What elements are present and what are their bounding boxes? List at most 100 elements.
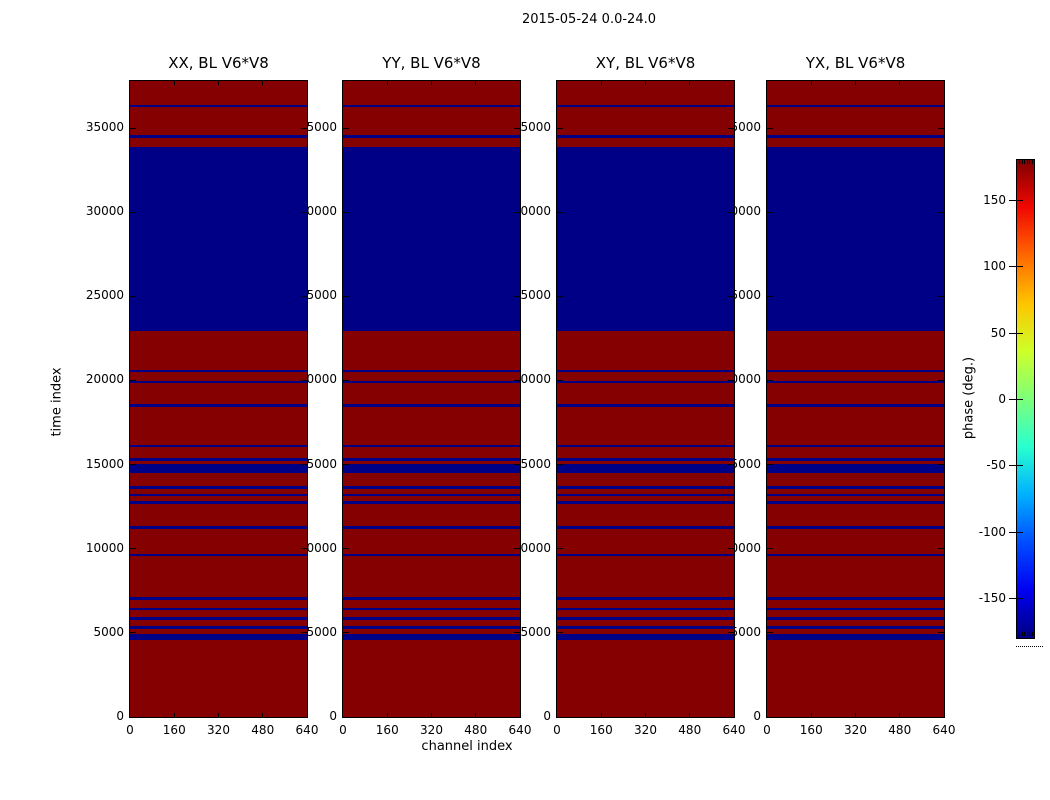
phase-band: [130, 597, 307, 600]
phase-band: [343, 458, 520, 461]
tick-mark: [173, 713, 175, 717]
colorbar-tick-label: 100: [983, 259, 1006, 274]
phase-band: [343, 607, 520, 611]
tick-mark: [301, 379, 307, 381]
tick-mark: [343, 632, 349, 634]
colorbar-minor-tick: [1031, 160, 1033, 164]
tick-mark: [514, 632, 520, 634]
heatmap-panel-xy: [556, 80, 735, 718]
tick-mark: [767, 127, 773, 129]
y-tick-label: 15000: [85, 456, 124, 471]
tick-mark: [557, 632, 563, 634]
phase-band: [343, 617, 520, 620]
heatmap-panel-yx: [766, 80, 945, 718]
tick-mark: [130, 295, 136, 297]
y-tick-label: 0: [329, 709, 337, 723]
tick-mark: [514, 464, 520, 466]
colorbar-minor-tick: [1019, 160, 1020, 164]
tick-mark: [557, 548, 563, 550]
y-tick-label: 35000: [512, 120, 551, 135]
tick-mark: [431, 81, 432, 85]
phase-band: [557, 146, 734, 331]
colorbar-minor-tick: [1026, 160, 1028, 164]
tick-mark: [645, 81, 646, 85]
phase-band: [767, 463, 944, 474]
x-tick-label: 320: [420, 723, 443, 737]
phase-band: [557, 617, 734, 620]
tick-mark: [262, 81, 264, 85]
x-axis-label: channel index: [421, 739, 513, 754]
y-tick-label: 25000: [298, 288, 337, 303]
tick-mark: [728, 632, 734, 634]
tick-mark: [899, 81, 901, 85]
colorbar-tick-mark: [1009, 465, 1023, 467]
tick-mark: [130, 548, 136, 550]
tick-mark: [514, 716, 520, 717]
x-tick-label: 160: [799, 723, 823, 737]
phase-band: [767, 485, 944, 489]
phase-band: [130, 380, 307, 384]
phase-band: [767, 501, 944, 504]
y-tick-label: 30000: [85, 204, 124, 219]
phase-band: [343, 146, 520, 331]
tick-mark: [343, 127, 349, 129]
tick-mark: [557, 716, 563, 717]
y-tick-label: 10000: [512, 540, 551, 555]
tick-mark: [218, 81, 219, 85]
tick-mark: [514, 211, 520, 213]
y-tick-label: 5000: [306, 624, 337, 639]
tick-mark: [728, 211, 734, 213]
tick-mark: [728, 716, 734, 717]
panel-title: XY, BL V6*V8: [595, 54, 696, 72]
phase-band: [557, 501, 734, 504]
colorbar-minor-tick: [1021, 160, 1023, 164]
tick-mark: [767, 548, 773, 550]
phase-band: [767, 553, 944, 557]
phase-band: [130, 633, 307, 641]
x-tick-label: 0: [763, 723, 771, 737]
phase-band: [130, 617, 307, 620]
y-tick-label: 20000: [512, 372, 551, 387]
tick-mark: [475, 81, 477, 85]
heatmap-panel-yy: [342, 80, 521, 718]
phase-band: [343, 104, 520, 108]
tick-mark: [386, 713, 388, 717]
phase-band: [557, 135, 734, 138]
y-tick-label: 15000: [512, 456, 551, 471]
tick-mark: [728, 464, 734, 466]
tick-mark: [514, 548, 520, 550]
y-tick-label: 25000: [85, 288, 124, 303]
x-tick-label: 640: [722, 723, 746, 737]
tick-mark: [810, 713, 812, 717]
tick-mark: [938, 211, 944, 213]
phase-band: [557, 485, 734, 489]
tick-mark: [728, 127, 734, 129]
y-tick-label: 5000: [93, 624, 124, 639]
phase-band: [557, 607, 734, 611]
tick-mark: [514, 127, 520, 129]
tick-mark: [767, 211, 773, 213]
phase-band: [130, 404, 307, 407]
tick-mark: [938, 464, 944, 466]
phase-band: [343, 485, 520, 489]
y-axis-label: time index: [49, 367, 65, 437]
panel-title: YX, BL V6*V8: [805, 54, 906, 72]
tick-mark: [130, 632, 136, 634]
x-tick-label: 640: [932, 723, 956, 737]
phase-band: [130, 104, 307, 108]
phase-band: [343, 597, 520, 600]
phase-band: [557, 463, 734, 474]
phase-band: [343, 633, 520, 641]
phase-band: [130, 626, 307, 629]
y-tick-label: 30000: [298, 204, 337, 219]
phase-band: [130, 444, 307, 448]
tick-mark: [301, 295, 307, 297]
tick-mark: [645, 713, 646, 717]
colorbar-tick-label: -50: [986, 458, 1006, 473]
tick-mark: [301, 632, 307, 634]
tick-mark: [767, 632, 773, 634]
y-tick-label: 0: [543, 709, 551, 723]
phase-band: [767, 146, 944, 331]
x-tick-label: 480: [251, 723, 275, 737]
